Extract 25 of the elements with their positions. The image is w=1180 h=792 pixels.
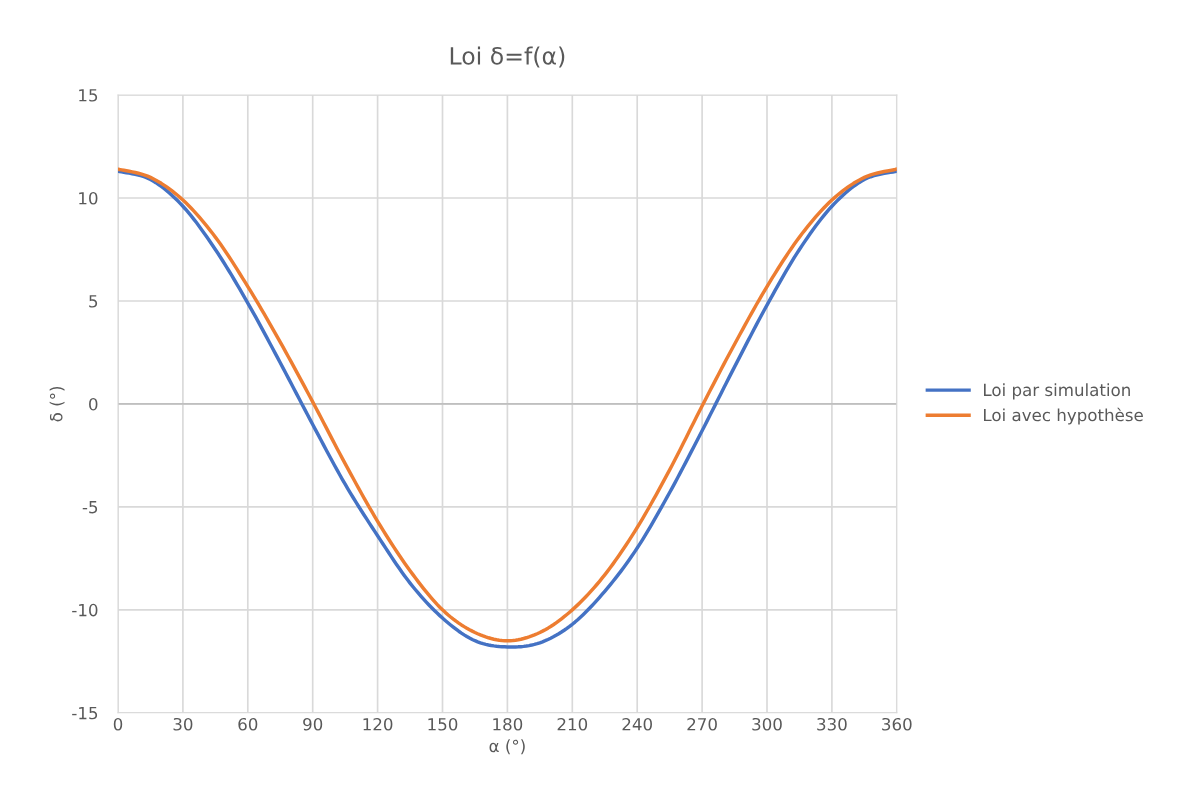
x-tick-label: 330 (817, 717, 847, 731)
x-tick-label: 120 (363, 717, 393, 731)
x-tick-label: 30 (173, 717, 193, 731)
y-tick-label: 10 (79, 191, 98, 205)
x-tick-label: 150 (428, 717, 458, 731)
x-tick-label: 270 (687, 717, 717, 731)
x-axis-title: α (°) (489, 739, 525, 755)
x-tick-label: 300 (752, 717, 782, 731)
x-tick-label: 60 (238, 717, 258, 731)
y-tick-label: -5 (82, 501, 98, 514)
y-tick-label: 15 (79, 89, 98, 102)
x-tick-label: 0 (113, 717, 123, 731)
legend-label: Loi par simulation (984, 383, 1130, 400)
x-tick-label: 90 (303, 717, 323, 731)
legend-label: Loi avec hypothèse (984, 407, 1143, 425)
y-tick-label: -10 (72, 603, 98, 617)
y-axis-title: δ (°) (49, 386, 65, 422)
x-tick-label: 180 (493, 717, 523, 731)
x-tick-label: 360 (882, 717, 912, 731)
y-tick-label: 0 (89, 397, 98, 411)
y-tick-label: -15 (72, 706, 98, 720)
chart-title: Loi δ=f(α) (450, 46, 565, 68)
y-tick-label: 5 (89, 295, 98, 308)
x-tick-label: 240 (622, 717, 652, 731)
x-tick-label: 210 (557, 717, 588, 731)
